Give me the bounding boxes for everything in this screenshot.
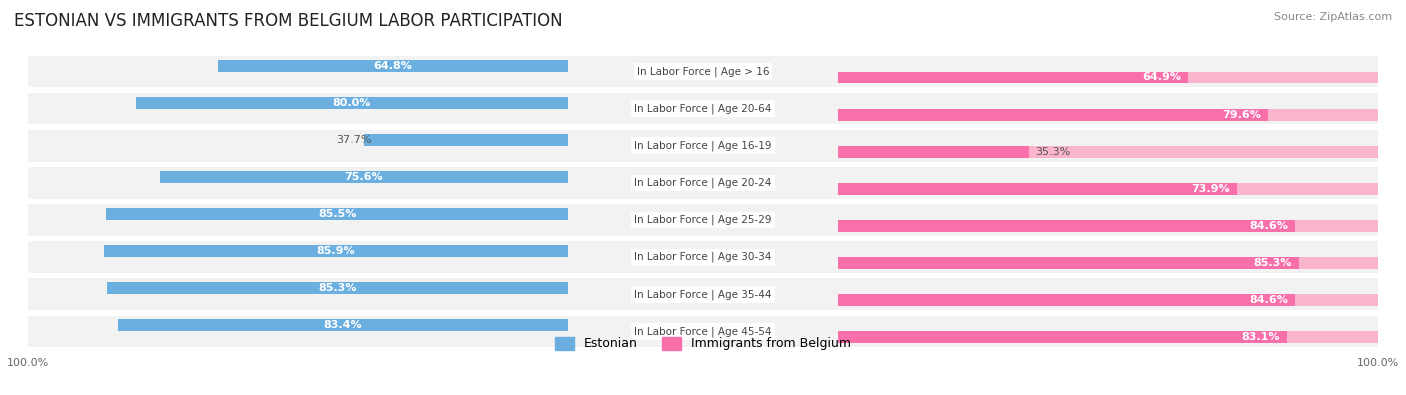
Text: 64.9%: 64.9%	[1143, 72, 1181, 83]
Text: 73.9%: 73.9%	[1192, 184, 1230, 194]
Bar	[0, 208, 28, 220]
Text: In Labor Force | Age 20-64: In Labor Force | Age 20-64	[634, 103, 772, 114]
Text: 85.3%: 85.3%	[319, 283, 357, 293]
Text: 37.7%: 37.7%	[336, 135, 371, 145]
Bar	[28, 56, 1378, 87]
Text: In Labor Force | Age 25-29: In Labor Force | Age 25-29	[634, 215, 772, 225]
Text: 85.5%: 85.5%	[318, 209, 356, 219]
Bar	[28, 167, 1378, 199]
Bar	[838, 183, 1237, 195]
Bar	[28, 278, 1378, 310]
Bar	[838, 146, 1029, 158]
Bar	[838, 146, 1378, 158]
Bar	[838, 220, 1378, 232]
Text: 85.3%: 85.3%	[1253, 258, 1292, 268]
Bar	[107, 208, 568, 220]
Bar	[838, 109, 1378, 120]
Text: 84.6%: 84.6%	[1249, 221, 1288, 231]
Text: 79.6%: 79.6%	[1222, 109, 1261, 120]
Bar	[838, 294, 1295, 306]
Text: 35.3%: 35.3%	[1035, 147, 1070, 157]
Bar	[0, 245, 28, 257]
Text: In Labor Force | Age 45-54: In Labor Force | Age 45-54	[634, 326, 772, 337]
Text: In Labor Force | Age 30-34: In Labor Force | Age 30-34	[634, 252, 772, 262]
Bar	[0, 171, 28, 183]
Bar	[364, 134, 568, 146]
Text: 85.9%: 85.9%	[316, 246, 356, 256]
Text: In Labor Force | Age > 16: In Labor Force | Age > 16	[637, 66, 769, 77]
Bar	[0, 320, 28, 331]
Bar	[838, 331, 1286, 343]
Bar	[118, 320, 568, 331]
Text: 64.8%: 64.8%	[374, 60, 412, 71]
Text: 83.4%: 83.4%	[323, 320, 363, 331]
Text: ESTONIAN VS IMMIGRANTS FROM BELGIUM LABOR PARTICIPATION: ESTONIAN VS IMMIGRANTS FROM BELGIUM LABO…	[14, 12, 562, 30]
Text: 84.6%: 84.6%	[1249, 295, 1288, 305]
Bar	[28, 241, 1378, 273]
Bar	[838, 71, 1378, 83]
Bar	[28, 204, 1378, 236]
Text: In Labor Force | Age 20-24: In Labor Force | Age 20-24	[634, 178, 772, 188]
Text: 75.6%: 75.6%	[344, 172, 384, 182]
Bar	[838, 220, 1295, 232]
Bar	[838, 257, 1378, 269]
Bar	[838, 109, 1268, 120]
Bar	[104, 245, 568, 257]
Text: In Labor Force | Age 16-19: In Labor Force | Age 16-19	[634, 141, 772, 151]
Text: Source: ZipAtlas.com: Source: ZipAtlas.com	[1274, 12, 1392, 22]
Bar	[136, 97, 568, 109]
Bar	[0, 60, 28, 71]
Bar	[0, 97, 28, 109]
Text: 83.1%: 83.1%	[1241, 332, 1279, 342]
Legend: Estonian, Immigrants from Belgium: Estonian, Immigrants from Belgium	[550, 332, 856, 356]
Bar	[838, 294, 1378, 306]
Text: 80.0%: 80.0%	[333, 98, 371, 108]
Bar	[838, 183, 1378, 195]
Bar	[838, 331, 1378, 343]
Bar	[0, 134, 28, 146]
Bar	[218, 60, 568, 71]
Bar	[0, 282, 28, 294]
Bar	[838, 257, 1299, 269]
Bar	[107, 282, 568, 294]
Bar	[160, 171, 568, 183]
Bar	[28, 93, 1378, 124]
Bar	[28, 130, 1378, 162]
Bar	[28, 316, 1378, 347]
Text: In Labor Force | Age 35-44: In Labor Force | Age 35-44	[634, 289, 772, 299]
Bar	[838, 71, 1188, 83]
